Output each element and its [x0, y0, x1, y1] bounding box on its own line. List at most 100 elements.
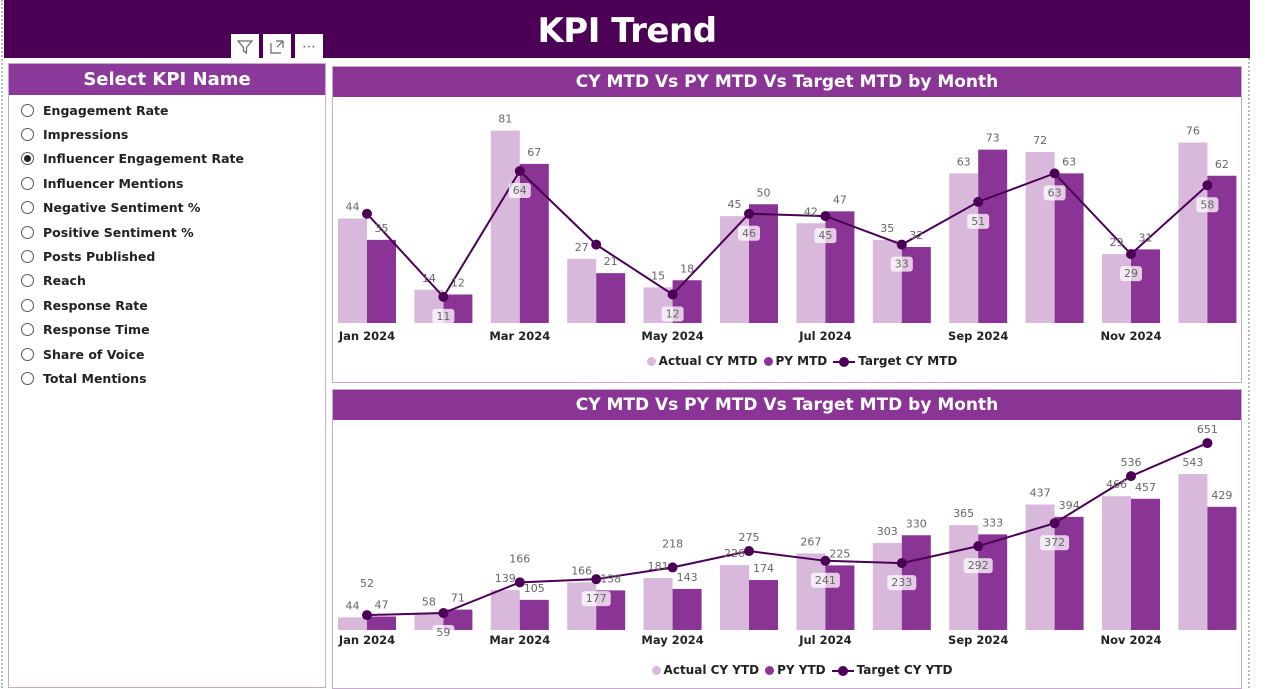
- target-line: [366, 442, 1208, 617]
- target-data-label: 233: [891, 576, 912, 589]
- target-data-label: 45: [818, 229, 832, 242]
- x-tick-label: Jan 2024: [338, 329, 395, 343]
- py-data-label: 394: [1059, 499, 1080, 512]
- actual-data-label: 44: [346, 201, 360, 214]
- circle-marker-icon: [651, 666, 661, 675]
- target-data-label: 59: [436, 626, 450, 639]
- target-data-label: 64: [513, 184, 527, 197]
- slicer-item[interactable]: Negative Sentiment %: [9, 196, 325, 220]
- py-bar: [1054, 516, 1084, 630]
- radio-button[interactable]: [21, 128, 34, 142]
- radio-button[interactable]: [21, 250, 34, 264]
- target-point: [438, 291, 449, 302]
- actual-data-label: 365: [953, 507, 974, 520]
- py-data-label: 18: [680, 262, 694, 275]
- target-point: [744, 546, 754, 557]
- target-point: [896, 558, 907, 569]
- radio-button[interactable]: [21, 371, 34, 385]
- radio-button[interactable]: [21, 274, 34, 288]
- target-point: [438, 608, 449, 619]
- radio-button[interactable]: [21, 152, 34, 166]
- legend-item[interactable]: PY YTD: [765, 663, 826, 677]
- target-label-box: [658, 536, 688, 552]
- actual-bar: [1178, 474, 1208, 630]
- py-data-label: 35: [375, 222, 389, 235]
- actual-data-label: 76: [1186, 125, 1200, 138]
- py-bar: [749, 204, 778, 323]
- slicer-item[interactable]: Influencer Engagement Rate: [9, 147, 325, 171]
- line-marker-icon: [831, 665, 854, 676]
- actual-data-label: 42: [804, 205, 818, 218]
- slicer-item-label: Response Rate: [43, 297, 148, 313]
- slicer-item-label: Influencer Mentions: [43, 175, 184, 191]
- py-bar: [672, 588, 702, 630]
- target-label-box: [1120, 266, 1142, 282]
- more-options-icon[interactable]: ⋯: [295, 34, 323, 60]
- target-label-box: [508, 183, 531, 198]
- actual-bar: [1178, 142, 1208, 323]
- actual-bar: [1025, 152, 1055, 323]
- py-bar: [978, 149, 1008, 323]
- actual-bar: [643, 578, 673, 630]
- radio-button[interactable]: [21, 347, 34, 361]
- radio-button[interactable]: [21, 201, 34, 215]
- slicer-item[interactable]: Posts Published: [9, 244, 325, 268]
- slicer-item[interactable]: Total Mentions: [9, 366, 325, 390]
- py-bar: [1131, 498, 1160, 630]
- slicer-item[interactable]: Share of Voice: [9, 342, 325, 366]
- actual-bar: [567, 258, 597, 323]
- actual-bar: [338, 617, 367, 630]
- target-label-box: [738, 225, 760, 241]
- slicer-item-label: Share of Voice: [43, 346, 145, 362]
- x-tick-label: May 2024: [641, 329, 703, 343]
- legend-item[interactable]: Actual CY MTD: [646, 354, 758, 368]
- py-data-label: 12: [451, 277, 465, 290]
- radio-button[interactable]: [21, 103, 34, 117]
- slicer-item[interactable]: Response Time: [9, 318, 325, 342]
- target-label-box: [432, 625, 455, 641]
- target-point: [667, 289, 678, 300]
- legend-item[interactable]: PY MTD: [763, 354, 827, 368]
- focus-mode-icon[interactable]: [263, 34, 291, 60]
- py-data-label: 330: [906, 517, 927, 530]
- target-label-box: [810, 572, 840, 588]
- actual-data-label: 543: [1182, 456, 1203, 469]
- slicer-item-label: Posts Published: [43, 249, 156, 265]
- target-point: [1126, 471, 1136, 482]
- x-tick-label: Mar 2024: [489, 329, 550, 343]
- legend-item[interactable]: Target CY MTD: [833, 354, 957, 368]
- slicer-item[interactable]: Reach: [9, 269, 325, 293]
- py-data-label: 225: [829, 547, 850, 560]
- py-bar: [367, 239, 396, 323]
- chart-title: CY MTD Vs PY MTD Vs Target MTD by Month: [333, 390, 1241, 420]
- slicer-item[interactable]: Impressions: [9, 122, 325, 146]
- radio-button[interactable]: [21, 298, 34, 312]
- x-tick-label: Nov 2024: [1100, 329, 1161, 343]
- filter-icon[interactable]: [231, 34, 259, 60]
- slicer-item[interactable]: Response Rate: [9, 293, 325, 317]
- actual-data-label: 35: [880, 222, 894, 235]
- legend-item[interactable]: Target CY YTD: [831, 663, 952, 677]
- target-label-box: [814, 228, 837, 244]
- py-bar: [1207, 506, 1237, 630]
- py-data-label: 32: [909, 229, 923, 242]
- legend-item[interactable]: Actual CY YTD: [651, 663, 759, 677]
- circle-marker-icon: [646, 357, 656, 366]
- slicer-item-label: Reach: [43, 273, 86, 289]
- slicer-item[interactable]: Positive Sentiment %: [9, 220, 325, 244]
- target-label-box: [1196, 197, 1219, 213]
- slicer-item[interactable]: Influencer Mentions: [9, 171, 325, 195]
- target-data-label: 241: [815, 574, 836, 587]
- actual-data-label: 45: [728, 198, 742, 211]
- radio-button[interactable]: [21, 225, 34, 239]
- radio-button[interactable]: [21, 176, 34, 190]
- target-point: [514, 166, 525, 176]
- canvas-edge: [1, 0, 3, 688]
- actual-data-label: 72: [1033, 134, 1047, 147]
- radio-button[interactable]: [21, 323, 34, 337]
- slicer-item[interactable]: Engagement Rate: [9, 98, 325, 122]
- target-label-box: [432, 308, 455, 324]
- actual-data-label: 267: [800, 535, 821, 548]
- target-data-label: 372: [1044, 536, 1065, 549]
- target-label-box: [963, 558, 993, 574]
